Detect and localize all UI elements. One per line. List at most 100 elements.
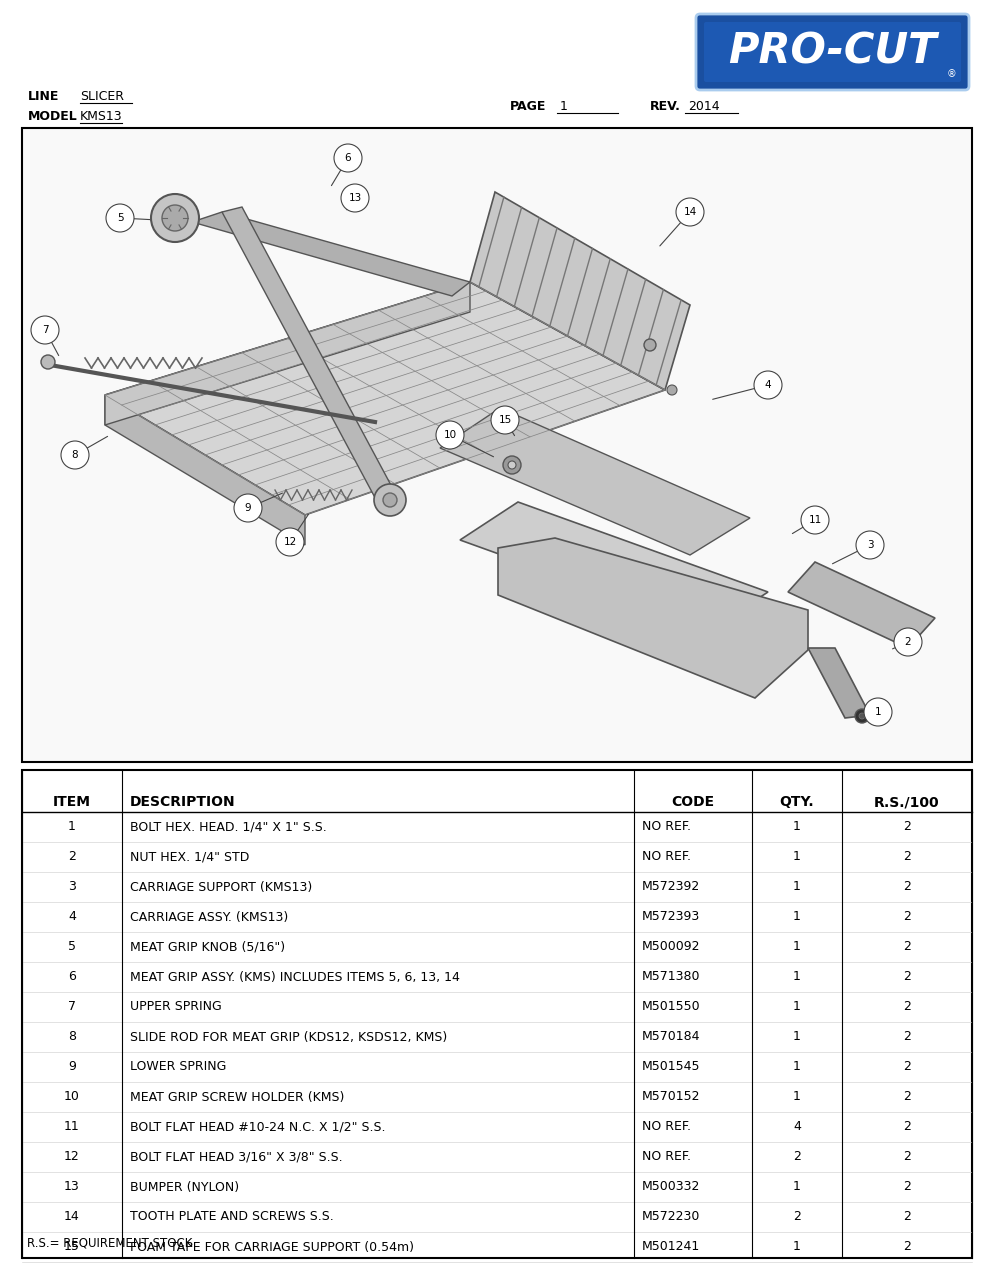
Text: 2: 2 (904, 850, 911, 864)
Circle shape (859, 713, 865, 719)
Text: QTY.: QTY. (779, 795, 814, 809)
Polygon shape (192, 212, 470, 296)
FancyBboxPatch shape (704, 22, 961, 82)
Text: 2: 2 (904, 1211, 911, 1224)
Text: CODE: CODE (671, 795, 715, 809)
Text: 1: 1 (793, 1091, 801, 1103)
Text: 4: 4 (68, 910, 76, 923)
Polygon shape (222, 207, 400, 507)
Text: NO REF.: NO REF. (642, 820, 691, 833)
Text: M501550: M501550 (642, 1001, 701, 1014)
Text: MEAT GRIP KNOB (5/16"): MEAT GRIP KNOB (5/16") (130, 941, 285, 954)
Text: M500332: M500332 (642, 1180, 701, 1193)
Text: 1: 1 (793, 910, 801, 923)
Polygon shape (105, 282, 470, 425)
Text: 1: 1 (793, 970, 801, 983)
Polygon shape (498, 538, 808, 698)
Circle shape (341, 184, 369, 212)
Text: 15: 15 (64, 1240, 80, 1253)
Text: M500092: M500092 (642, 941, 701, 954)
Text: 1: 1 (68, 820, 76, 833)
Text: KMS13: KMS13 (80, 110, 122, 123)
Text: 14: 14 (684, 207, 697, 218)
Text: 2: 2 (904, 820, 911, 833)
Text: SLICER: SLICER (80, 90, 124, 102)
Circle shape (334, 143, 362, 172)
Text: M501241: M501241 (642, 1240, 700, 1253)
Text: 2: 2 (904, 1240, 911, 1253)
Circle shape (894, 628, 922, 655)
Text: MEAT GRIP SCREW HOLDER (KMS): MEAT GRIP SCREW HOLDER (KMS) (130, 1091, 344, 1103)
Circle shape (234, 494, 262, 522)
FancyBboxPatch shape (696, 14, 969, 90)
Text: 11: 11 (65, 1120, 80, 1134)
Bar (22, 128, 972, 762)
Polygon shape (105, 396, 305, 545)
Text: 1: 1 (793, 1180, 801, 1193)
Text: 1: 1 (793, 881, 801, 893)
Text: 7: 7 (42, 325, 49, 335)
Text: BOLT FLAT HEAD 3/16" X 3/8" S.S.: BOLT FLAT HEAD 3/16" X 3/8" S.S. (130, 1151, 343, 1164)
Text: M570184: M570184 (642, 1030, 701, 1043)
Text: 5: 5 (68, 941, 76, 954)
Circle shape (374, 484, 406, 516)
Text: BUMPER (NYLON): BUMPER (NYLON) (130, 1180, 240, 1193)
Text: 14: 14 (65, 1211, 80, 1224)
Text: 1: 1 (793, 1061, 801, 1074)
Text: LOWER SPRING: LOWER SPRING (130, 1061, 227, 1074)
Text: 9: 9 (245, 503, 251, 513)
Text: 2: 2 (905, 637, 911, 646)
Text: 2: 2 (793, 1151, 801, 1164)
Text: M570152: M570152 (642, 1091, 701, 1103)
Text: CARRIAGE ASSY. (KMS13): CARRIAGE ASSY. (KMS13) (130, 910, 288, 923)
Circle shape (491, 406, 519, 434)
Text: PAGE: PAGE (510, 100, 547, 113)
Text: M571380: M571380 (642, 970, 701, 983)
Text: ®: ® (946, 69, 956, 79)
Circle shape (436, 421, 464, 449)
Circle shape (855, 709, 869, 723)
Text: 2: 2 (904, 1120, 911, 1134)
Text: 6: 6 (68, 970, 76, 983)
Circle shape (801, 506, 829, 534)
Text: 2: 2 (904, 1061, 911, 1074)
Text: 4: 4 (764, 380, 771, 390)
Text: 1: 1 (793, 820, 801, 833)
Text: 2014: 2014 (688, 100, 720, 113)
Text: 10: 10 (443, 430, 456, 440)
Text: 8: 8 (72, 451, 79, 460)
Text: 2: 2 (904, 941, 911, 954)
Text: 9: 9 (68, 1061, 76, 1074)
Text: 2: 2 (904, 1001, 911, 1014)
Text: 2: 2 (904, 1091, 911, 1103)
Text: 1: 1 (560, 100, 568, 113)
Text: 2: 2 (904, 881, 911, 893)
Text: M572230: M572230 (642, 1211, 701, 1224)
Circle shape (856, 531, 884, 559)
Text: UPPER SPRING: UPPER SPRING (130, 1001, 222, 1014)
Text: R.S.= REQUIREMENT STOCK: R.S.= REQUIREMENT STOCK (27, 1236, 193, 1251)
Text: 11: 11 (808, 515, 822, 525)
Polygon shape (105, 282, 665, 515)
Circle shape (41, 355, 55, 369)
Text: M501545: M501545 (642, 1061, 701, 1074)
Text: 13: 13 (65, 1180, 80, 1193)
Circle shape (31, 316, 59, 344)
Text: LINE: LINE (28, 90, 60, 102)
Text: 12: 12 (65, 1151, 80, 1164)
Circle shape (754, 371, 782, 399)
Text: 1: 1 (793, 1240, 801, 1253)
Circle shape (151, 195, 199, 242)
Text: R.S./100: R.S./100 (874, 795, 939, 809)
Text: NO REF.: NO REF. (642, 850, 691, 864)
Text: 2: 2 (904, 1180, 911, 1193)
Text: CARRIAGE SUPPORT (KMS13): CARRIAGE SUPPORT (KMS13) (130, 881, 312, 893)
Polygon shape (788, 562, 935, 648)
Polygon shape (460, 502, 768, 630)
Text: 2: 2 (904, 910, 911, 923)
Text: M572393: M572393 (642, 910, 700, 923)
Text: 8: 8 (68, 1030, 76, 1043)
Text: 2: 2 (793, 1211, 801, 1224)
Text: NUT HEX. 1/4" STD: NUT HEX. 1/4" STD (130, 850, 249, 864)
Text: 3: 3 (68, 881, 76, 893)
